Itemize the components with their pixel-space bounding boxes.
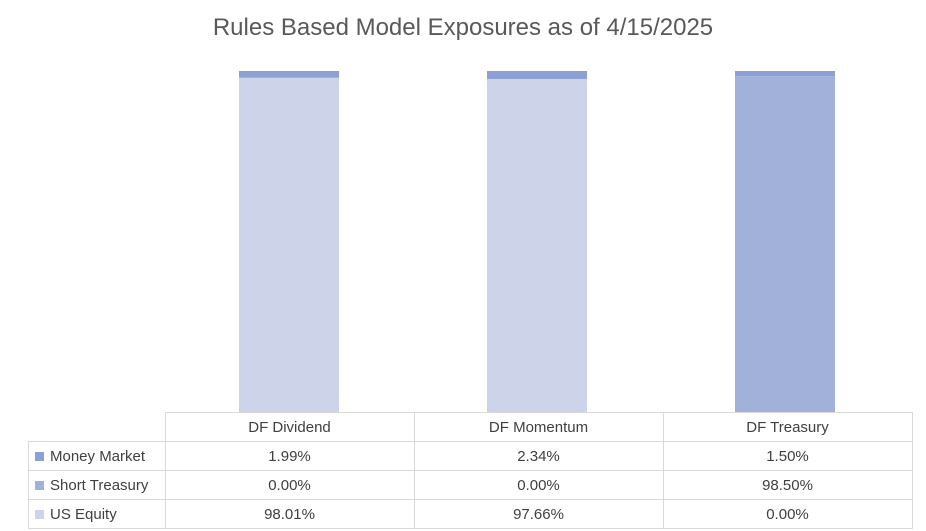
series-name: Money Market	[50, 447, 146, 465]
table-row: Money Market 1.99% 2.34% 1.50%	[28, 441, 913, 471]
legend-key-short-treasury	[35, 480, 44, 490]
data-label: 1.50%	[662, 441, 913, 471]
bar-segment-us-equity	[487, 78, 587, 412]
legend-key-money-market	[35, 451, 44, 461]
legend-entry-short-treasury: Short Treasury	[28, 470, 166, 500]
bar-segment-us-equity	[239, 77, 339, 412]
bar-segment-money-market	[735, 71, 835, 77]
bar-segment-money-market	[239, 71, 339, 78]
data-label: 98.50%	[662, 470, 913, 500]
table-row: US Equity 98.01% 97.66% 0.00%	[28, 499, 913, 529]
category-label: DF Treasury	[662, 412, 913, 442]
data-table: DF Dividend DF Momentum DF Treasury Mone…	[28, 412, 913, 529]
legend-entry-us-equity: US Equity	[28, 499, 166, 529]
series-name: US Equity	[50, 505, 117, 523]
data-label: 0.00%	[164, 470, 415, 500]
bar-segment-short-treasury	[735, 76, 835, 412]
legend-entry-money-market: Money Market	[28, 441, 166, 471]
data-label: 2.34%	[413, 441, 664, 471]
data-label: 97.66%	[413, 499, 664, 529]
data-label: 1.99%	[164, 441, 415, 471]
bar-segment-money-market	[487, 71, 587, 79]
data-label: 98.01%	[164, 499, 415, 529]
stacked-bar-chart	[239, 71, 835, 412]
series-name: Short Treasury	[50, 476, 149, 494]
table-row: Short Treasury 0.00% 0.00% 98.50%	[28, 470, 913, 500]
category-label: DF Momentum	[413, 412, 664, 442]
category-label: DF Dividend	[164, 412, 415, 442]
data-label: 0.00%	[413, 470, 664, 500]
data-label: 0.00%	[662, 499, 913, 529]
legend-key-us-equity	[35, 509, 44, 519]
chart-title: Rules Based Model Exposures as of 4/15/2…	[212, 14, 714, 41]
table-corner	[28, 412, 166, 442]
